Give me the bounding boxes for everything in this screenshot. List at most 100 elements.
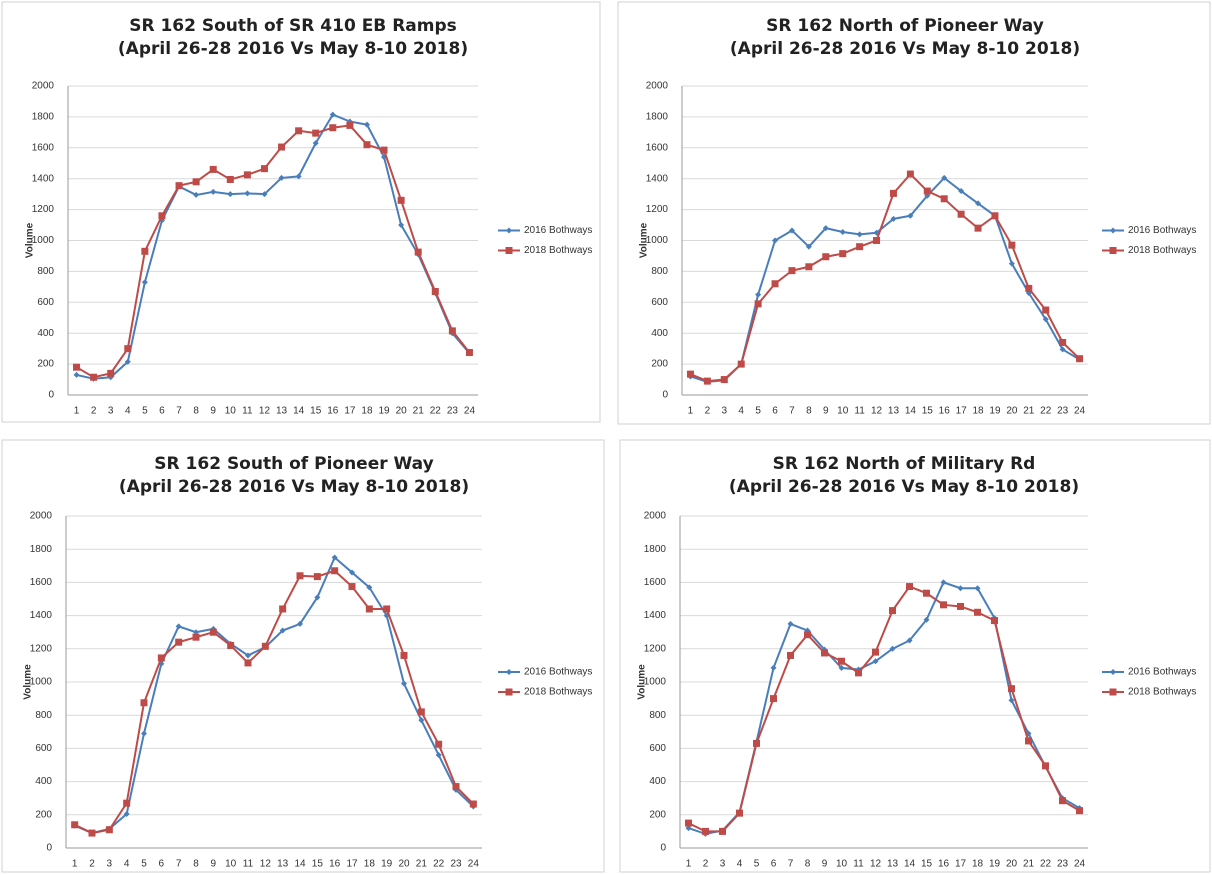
data-point xyxy=(1076,355,1084,363)
data-point xyxy=(245,652,251,659)
x-tick-label: 21 xyxy=(416,859,428,870)
data-point xyxy=(991,617,998,625)
data-point xyxy=(856,231,863,238)
data-point xyxy=(296,572,304,580)
y-tick-label: 600 xyxy=(651,297,668,308)
data-point xyxy=(244,659,252,667)
data-point xyxy=(158,212,166,220)
data-point xyxy=(331,554,338,561)
x-tick-label: 1 xyxy=(688,406,694,417)
data-point xyxy=(685,819,692,827)
legend-marker xyxy=(506,227,512,234)
x-tick-label: 10 xyxy=(836,859,848,870)
data-point xyxy=(838,657,845,665)
x-tick-label: 11 xyxy=(242,406,253,417)
data-point xyxy=(940,601,947,609)
data-point xyxy=(822,253,830,261)
data-point xyxy=(414,248,422,256)
y-tick-label: 600 xyxy=(35,743,52,754)
data-point xyxy=(839,250,847,258)
data-point xyxy=(923,187,931,195)
data-point xyxy=(418,717,425,724)
data-point xyxy=(297,620,303,627)
x-tick-label: 4 xyxy=(125,406,131,417)
data-point xyxy=(1042,316,1049,323)
y-tick-label: 400 xyxy=(649,776,666,787)
data-point xyxy=(73,371,80,378)
data-point xyxy=(124,345,132,353)
x-tick-label: 9 xyxy=(823,406,829,417)
panel-border xyxy=(1,1,601,423)
legend-marker xyxy=(506,669,512,675)
x-tick-label: 5 xyxy=(755,406,761,417)
data-point xyxy=(1008,260,1015,267)
y-tick-label: 1800 xyxy=(646,112,669,123)
chart: SR 162 North of Military Rd (April 26-28 … xyxy=(619,439,1211,873)
x-tick-label: 21 xyxy=(1023,406,1035,417)
data-point xyxy=(821,649,828,657)
x-tick-label: 20 xyxy=(1006,859,1018,870)
x-tick-label: 24 xyxy=(1074,406,1086,417)
y-axis-label: Volume xyxy=(639,222,650,258)
data-point xyxy=(770,695,777,703)
data-point xyxy=(226,175,234,183)
series-line xyxy=(690,172,1081,383)
y-tick-label: 1000 xyxy=(30,677,53,688)
y-tick-label: 1200 xyxy=(644,643,667,654)
data-point xyxy=(175,638,183,646)
y-tick-label: 1400 xyxy=(646,173,669,184)
data-point xyxy=(210,188,217,195)
chart: SR 162 South of Pioneer Way (April 26-28 … xyxy=(1,439,605,873)
data-point xyxy=(279,605,287,613)
data-point xyxy=(278,174,285,181)
y-tick-label: 1800 xyxy=(644,544,667,555)
data-point xyxy=(957,210,965,218)
data-point xyxy=(346,121,354,129)
y-tick-label: 200 xyxy=(35,809,52,820)
data-point xyxy=(719,827,726,835)
data-point xyxy=(753,739,760,747)
x-tick-label: 8 xyxy=(193,406,199,417)
x-tick-label: 16 xyxy=(329,859,341,870)
legend-label: 2018 Bothways xyxy=(1128,245,1196,256)
legend-label: 2018 Bothways xyxy=(524,687,592,698)
y-tick-label: 1600 xyxy=(646,142,669,153)
y-axis-label: Volume xyxy=(25,222,36,258)
y-tick-label: 200 xyxy=(649,809,666,820)
data-point xyxy=(838,664,845,671)
data-point xyxy=(88,829,96,837)
x-tick-label: 6 xyxy=(772,406,778,417)
x-tick-label: 11 xyxy=(243,859,254,870)
y-tick-label: 1400 xyxy=(30,610,53,621)
data-point xyxy=(686,370,694,378)
data-point xyxy=(141,279,148,286)
data-point xyxy=(157,654,165,662)
y-tick-label: 1800 xyxy=(30,544,53,555)
data-point xyxy=(720,376,728,384)
x-tick-label: 7 xyxy=(176,406,182,417)
x-tick-label: 11 xyxy=(854,406,865,417)
data-point xyxy=(941,174,948,181)
legend-label: 2016 Bothways xyxy=(524,225,592,236)
data-point xyxy=(1008,685,1015,693)
data-point xyxy=(890,215,897,222)
x-tick-label: 15 xyxy=(921,859,933,870)
series-line xyxy=(690,176,1081,383)
data-point xyxy=(140,699,148,707)
data-point xyxy=(940,579,947,586)
data-point xyxy=(805,243,812,250)
data-point xyxy=(175,182,183,190)
x-tick-label: 13 xyxy=(276,406,288,417)
chart-subtitle: (April 26-28 2016 Vs May 8-10 2018) xyxy=(119,477,469,497)
x-tick-label: 1 xyxy=(72,859,78,870)
data-point xyxy=(754,300,762,308)
chart-title: SR 162 North of Pioneer Way xyxy=(766,16,1044,36)
data-point xyxy=(804,631,811,639)
x-tick-label: 15 xyxy=(310,406,322,417)
data-point xyxy=(363,141,371,149)
x-tick-label: 6 xyxy=(159,406,165,417)
data-point xyxy=(175,623,182,630)
data-point xyxy=(805,263,813,271)
data-point xyxy=(398,222,405,229)
data-point xyxy=(383,605,391,613)
